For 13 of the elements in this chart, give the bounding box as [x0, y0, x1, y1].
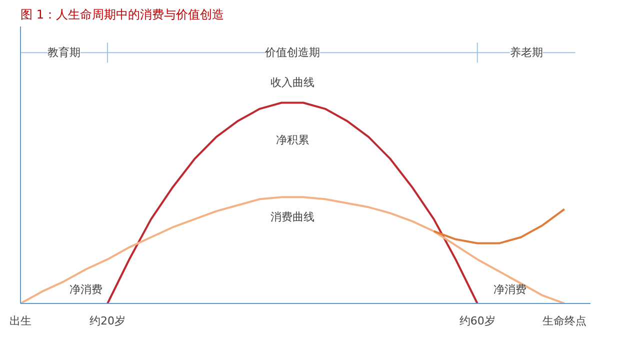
annotation: 消费曲线	[270, 210, 314, 224]
x-tick-label: 约20岁	[90, 314, 126, 328]
chart-title: 图 1：人生命周期中的消费与价值创造	[20, 8, 224, 22]
text: 价值创造期	[264, 46, 320, 60]
text: 收入曲线	[270, 76, 314, 90]
text: 教育期	[48, 46, 81, 60]
x-tick-label: 生命终点	[542, 314, 586, 328]
x-tick-label: 出生	[10, 314, 32, 328]
annotation: 净消费	[69, 282, 102, 296]
x-tick-label: 约60岁	[459, 314, 496, 328]
text: 养老期	[510, 46, 543, 60]
annotation: 净消费	[494, 282, 527, 296]
annotation: 净积累	[276, 133, 309, 146]
